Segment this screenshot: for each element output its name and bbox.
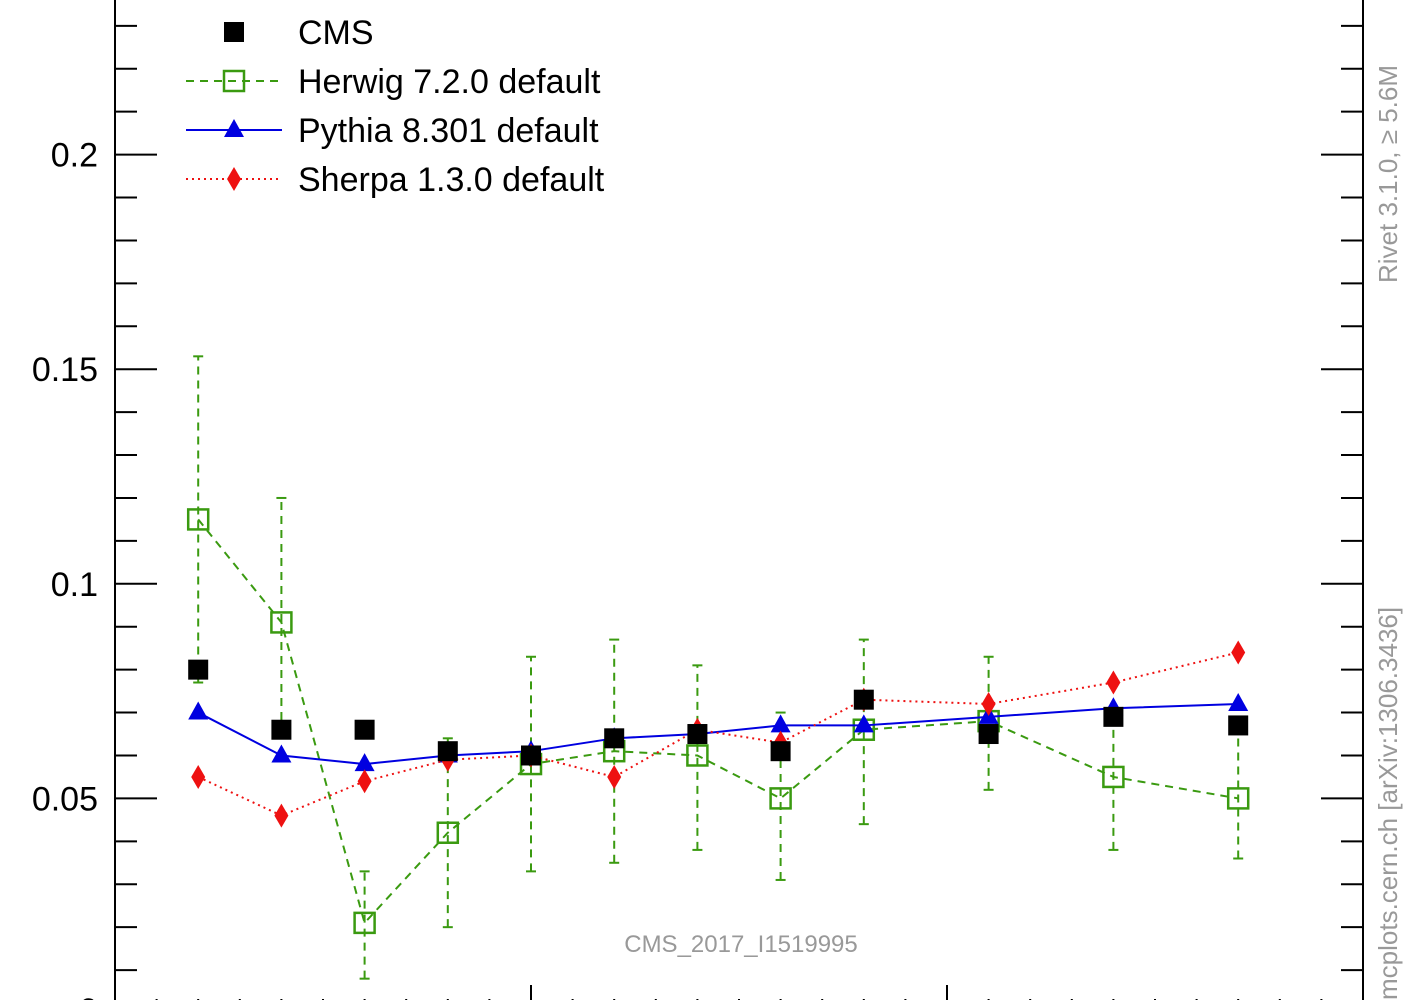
y-axis-ticks: 0.05 0.1 0.15 0.2 0 (32, 24, 1363, 1000)
legend-marker (227, 167, 241, 191)
data-point (1106, 670, 1121, 695)
plot-frame (114, 0, 1364, 1000)
legend-item-herwig-7-2-0-default: Herwig 7.2.0 default (186, 63, 601, 101)
legend-marker (222, 69, 246, 93)
mcplots-label: mcplots.cern.ch [arXiv:1306.3436] (1373, 607, 1403, 1000)
legend-label: CMS (298, 14, 374, 52)
y-tick-label: 0.15 (32, 351, 98, 389)
series-line (197, 651, 1239, 817)
data-point (604, 728, 625, 749)
y-tick-label: 0.2 (51, 137, 98, 175)
legend-marker (224, 119, 244, 137)
data-point (1231, 640, 1246, 665)
data-point (436, 821, 460, 844)
data-point (770, 741, 791, 762)
data-point (978, 724, 999, 745)
data-point (186, 508, 210, 531)
series-sherpa-1-3-0-default (191, 640, 1246, 828)
series-herwig-7-2-0-default (186, 355, 1250, 980)
data-point (270, 611, 293, 634)
data-point (354, 753, 375, 772)
y-tick-label: 0 (79, 992, 98, 1000)
data-point (769, 787, 792, 810)
data-point (981, 691, 996, 716)
series-line (197, 702, 1239, 766)
data-point (1226, 787, 1250, 810)
data-point (687, 724, 708, 745)
data-point (274, 803, 289, 828)
data-point (357, 769, 372, 794)
rivet-version-label: Rivet 3.1.0, ≥ 5.6M (1373, 65, 1403, 283)
data-point (437, 741, 458, 762)
series-line (197, 518, 1239, 925)
data-point (1103, 706, 1124, 727)
legend-item-cms: CMS (224, 14, 374, 52)
data-point (353, 911, 376, 935)
legend-label: Sherpa 1.3.0 default (298, 161, 605, 199)
plot-border (114, 0, 1364, 1000)
data-point (188, 701, 209, 720)
data-point (607, 764, 622, 789)
data-point (1102, 765, 1125, 789)
legend-label: Herwig 7.2.0 default (298, 63, 601, 101)
data-point (191, 764, 206, 789)
data-point (770, 714, 791, 733)
y-tick-label: 0.1 (51, 566, 98, 604)
legend-item-sherpa-1-3-0-default: Sherpa 1.3.0 default (186, 161, 605, 199)
data-point (853, 714, 874, 733)
x-axis-ticks (155, 985, 1323, 1000)
data-point (1228, 692, 1249, 711)
y-tick-label: 0.05 (32, 780, 98, 818)
data-point (188, 659, 209, 680)
data-point (1228, 715, 1249, 736)
data-point (853, 689, 874, 710)
series-layer (186, 355, 1250, 980)
legend-marker (224, 22, 244, 42)
legend-item-pythia-8-301-default: Pythia 8.301 default (186, 112, 599, 150)
legend-label: Pythia 8.301 default (298, 112, 599, 150)
series-cms (188, 659, 1249, 766)
data-point (354, 719, 375, 740)
analysis-id-label: CMS_2017_I1519995 (624, 931, 858, 958)
data-point (686, 744, 709, 767)
data-point (271, 719, 292, 740)
data-point (271, 744, 292, 763)
data-point (521, 745, 541, 766)
legend: CMS Herwig 7.2.0 default Pythia 8.301 defa… (186, 14, 605, 199)
